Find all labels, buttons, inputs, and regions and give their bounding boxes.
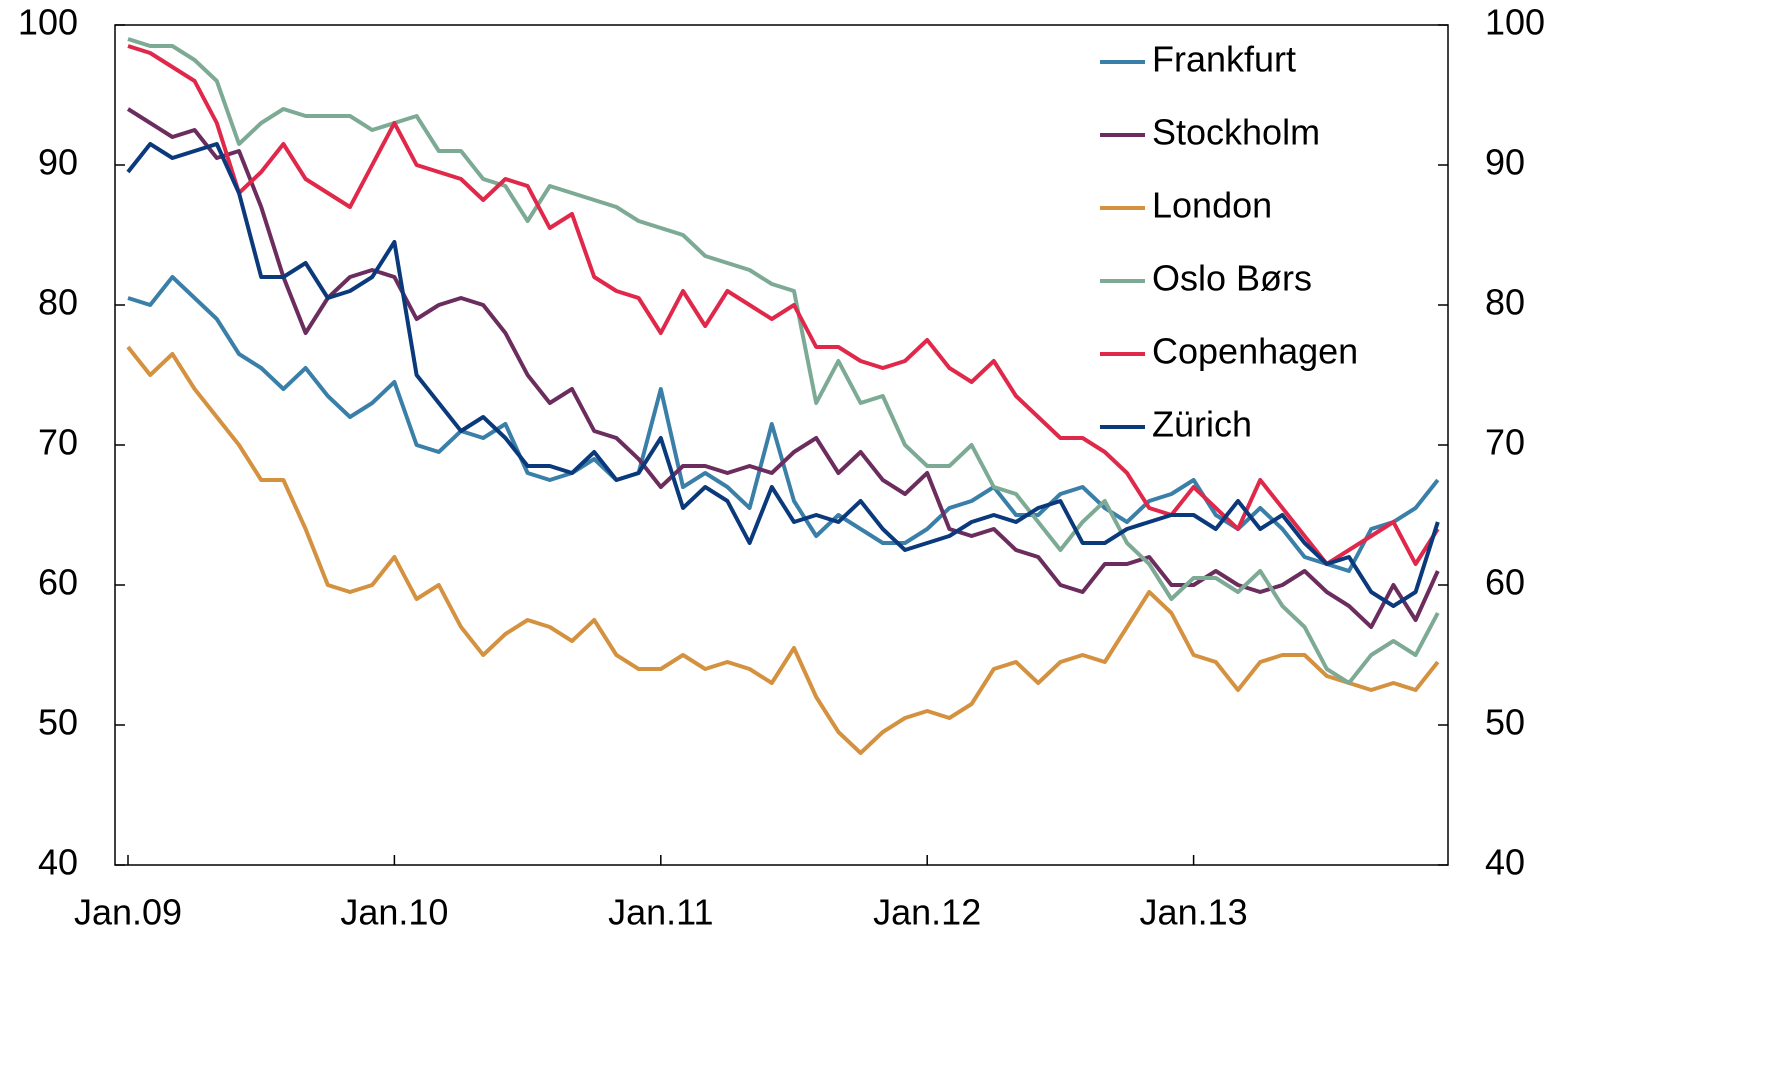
- series-line: [126, 107, 1440, 629]
- series-line: [127, 37, 1440, 685]
- y-tick-label: 60: [38, 562, 78, 603]
- legend-label: Zürich: [1152, 404, 1252, 445]
- y-tick-label: 80: [38, 282, 78, 323]
- y2-tick-label: 60: [1485, 562, 1525, 603]
- y2-tick-label: 40: [1485, 842, 1525, 883]
- x-tick-label: Jan.13: [1140, 892, 1248, 933]
- y-tick-label: 90: [38, 142, 78, 183]
- series-line: [127, 44, 1440, 566]
- x-tick-label: Jan.09: [74, 892, 182, 933]
- y2-tick-label: 50: [1485, 702, 1525, 743]
- series-line: [126, 345, 1440, 755]
- y2-tick-label: 100: [1485, 2, 1545, 43]
- legend-label: Oslo Børs: [1152, 258, 1312, 299]
- x-tick-label: Jan.12: [873, 892, 981, 933]
- y-tick-label: 50: [38, 702, 78, 743]
- y2-tick-label: 80: [1485, 282, 1525, 323]
- y-tick-label: 40: [38, 842, 78, 883]
- legend-label: Copenhagen: [1152, 331, 1358, 372]
- legend-label: London: [1152, 185, 1272, 226]
- legend-label: Stockholm: [1152, 112, 1320, 153]
- y2-tick-label: 90: [1485, 142, 1525, 183]
- x-tick-label: Jan.10: [340, 892, 448, 933]
- series-line: [126, 142, 1440, 608]
- y-tick-label: 100: [18, 2, 78, 43]
- y-tick-label: 70: [38, 422, 78, 463]
- x-tick-label: Jan.11: [608, 892, 713, 933]
- legend-label: Frankfurt: [1152, 39, 1296, 80]
- y2-tick-label: 70: [1485, 422, 1525, 463]
